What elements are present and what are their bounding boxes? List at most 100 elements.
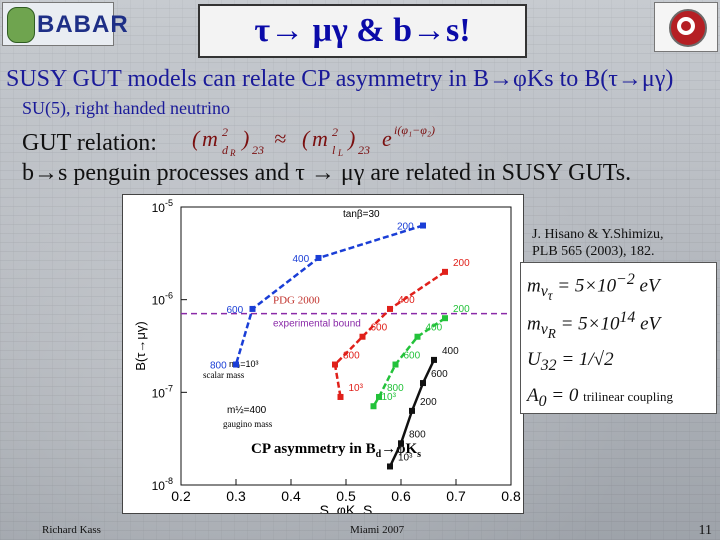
series-point	[392, 361, 399, 368]
series-point-label: 600	[227, 305, 244, 316]
y-tick-label: 10-6	[152, 291, 173, 308]
svg-text:e: e	[382, 126, 392, 151]
series-line	[333, 270, 446, 398]
series-point-label: 200	[453, 258, 470, 269]
series-point-label: 600	[431, 369, 448, 380]
y-tick-label: 10-7	[152, 383, 173, 400]
citation-line-1: J. Hisano & Y.Shimizu,	[532, 227, 664, 242]
series-point-label: 10³	[398, 452, 413, 463]
footer-event: Miami 2007	[350, 524, 405, 536]
series-point-label: 600	[371, 323, 388, 334]
experimental-bound-label: experimental bound	[273, 319, 361, 330]
series-point-label: 600	[404, 351, 421, 362]
babar-elephant-icon	[7, 7, 35, 43]
series-point	[376, 393, 382, 400]
x-axis-label: S_φK_S	[320, 502, 373, 513]
m0-label: m₀=10³	[229, 359, 259, 369]
series-point	[420, 222, 426, 229]
x-tick-label: 0.2	[171, 488, 191, 504]
series-point-label: 10³	[349, 383, 364, 394]
series-point	[431, 356, 437, 363]
svg-text:l: l	[332, 143, 336, 157]
m12-label: m½=400	[227, 405, 267, 416]
y-axis-label: B(τ→μγ)	[133, 321, 148, 370]
svg-text:≈: ≈	[274, 126, 286, 151]
model-note: SU(5), right handed neutrino	[22, 98, 230, 118]
babar-logo-text: BABAR	[37, 11, 129, 38]
series-point-label: 200	[453, 304, 470, 315]
svg-text:i(φ₁−φ₂): i(φ₁−φ₂)	[394, 123, 435, 137]
formula-mnu-R: mνR = 5×1014 eV	[527, 309, 661, 342]
series-point-label: 200	[420, 397, 437, 408]
series-point	[337, 393, 344, 400]
y-tick-label: 10-8	[152, 476, 173, 493]
slide-title: τ→ μγ & b→s!	[198, 4, 527, 58]
series-point-label: 800	[409, 429, 426, 440]
y-tick-label: 10-5	[152, 198, 173, 215]
subtitle-line: SUSY GUT models can relate CP asymmetry …	[6, 66, 674, 92]
series-point	[414, 333, 421, 340]
formula-mnu-tau: mντ = 5×10−2 eV	[527, 271, 660, 304]
svg-text:): )	[346, 126, 355, 151]
svg-text:(: (	[302, 126, 311, 151]
a0-note: trilinear coupling	[583, 389, 673, 404]
series-point	[370, 403, 377, 410]
series-point-label: 800	[343, 351, 360, 362]
series-line	[234, 224, 424, 365]
scalar-mass-label: scalar mass	[203, 370, 245, 380]
svg-text:23: 23	[252, 143, 264, 157]
pdg-label: PDG 2000	[273, 295, 320, 307]
series-point-label: 200	[397, 222, 414, 233]
series-point	[387, 463, 393, 470]
x-tick-label: 0.8	[501, 488, 521, 504]
series-point-label: 10³	[382, 392, 397, 403]
series-point-label: 400	[398, 295, 415, 306]
series-point-label: 400	[293, 254, 310, 265]
formula-a0: A0 = 0 trilinear coupling	[527, 385, 673, 410]
svg-text:m: m	[312, 126, 328, 151]
svg-text:d: d	[222, 143, 229, 157]
series-point	[359, 333, 366, 340]
series-point	[420, 380, 426, 387]
babar-logo: BABAR	[2, 2, 128, 46]
svg-text:R: R	[229, 148, 236, 158]
branching-ratio-plot: 0.2 0.3 0.4 0.5 0.6 0.7 0.8 10-8 10-7 10-6 10-5 S_φ…	[122, 194, 524, 514]
series-point	[442, 268, 448, 275]
series-point	[409, 407, 415, 414]
series-point	[249, 305, 256, 312]
parameter-formulas: mντ = 5×10−2 eV mνR = 5×1014 eV U32 = 1/…	[520, 262, 717, 414]
svg-text:2: 2	[222, 125, 228, 139]
tanbeta-label: tanβ=30	[343, 209, 380, 220]
x-tick-label: 0.6	[391, 488, 411, 504]
svg-text:): )	[240, 126, 249, 151]
series-point	[233, 361, 239, 368]
x-tick-label: 0.3	[226, 488, 246, 504]
plot-svg: 0.2 0.3 0.4 0.5 0.6 0.7 0.8 10-8 10-7 10-6 10-5 S_φ…	[133, 198, 521, 513]
gut-relation-formula: ( m 2 d R ) 23 ≈ ( m 2 l L ) 23 e i(φ₁−φ…	[192, 123, 435, 158]
svg-text:L: L	[337, 148, 343, 158]
svg-text:m: m	[202, 126, 218, 151]
series-point-label: 400	[426, 323, 443, 334]
x-tick-label: 0.4	[281, 488, 301, 504]
series-point	[442, 315, 448, 322]
series-point-label: 800	[210, 361, 227, 372]
series-point-label: 400	[442, 346, 459, 357]
gaugino-mass-label: gaugino mass	[223, 419, 273, 429]
citation: J. Hisano & Y.Shimizu, PLB 565 (2003), 1…	[532, 226, 663, 260]
x-tick-label: 0.5	[336, 488, 356, 504]
formula-u32: U32 = 1/√2	[527, 349, 614, 374]
ohio-state-o-icon	[677, 17, 695, 35]
series-point	[315, 254, 322, 261]
series-point	[332, 361, 338, 368]
footer-author: Richard Kass	[42, 524, 101, 536]
series-point	[398, 440, 404, 447]
series-point-label: 800	[387, 383, 404, 394]
svg-text:23: 23	[358, 143, 370, 157]
ohio-state-logo	[654, 2, 718, 52]
penguin-relation-text: b→s penguin processes and τ → μγ are rel…	[22, 160, 632, 186]
citation-line-2: PLB 565 (2003), 182.	[532, 244, 655, 259]
series-point	[387, 305, 393, 312]
svg-text:(: (	[192, 126, 201, 151]
gut-relation-label: GUT relation:	[22, 130, 157, 156]
x-tick-label: 0.7	[446, 488, 466, 504]
